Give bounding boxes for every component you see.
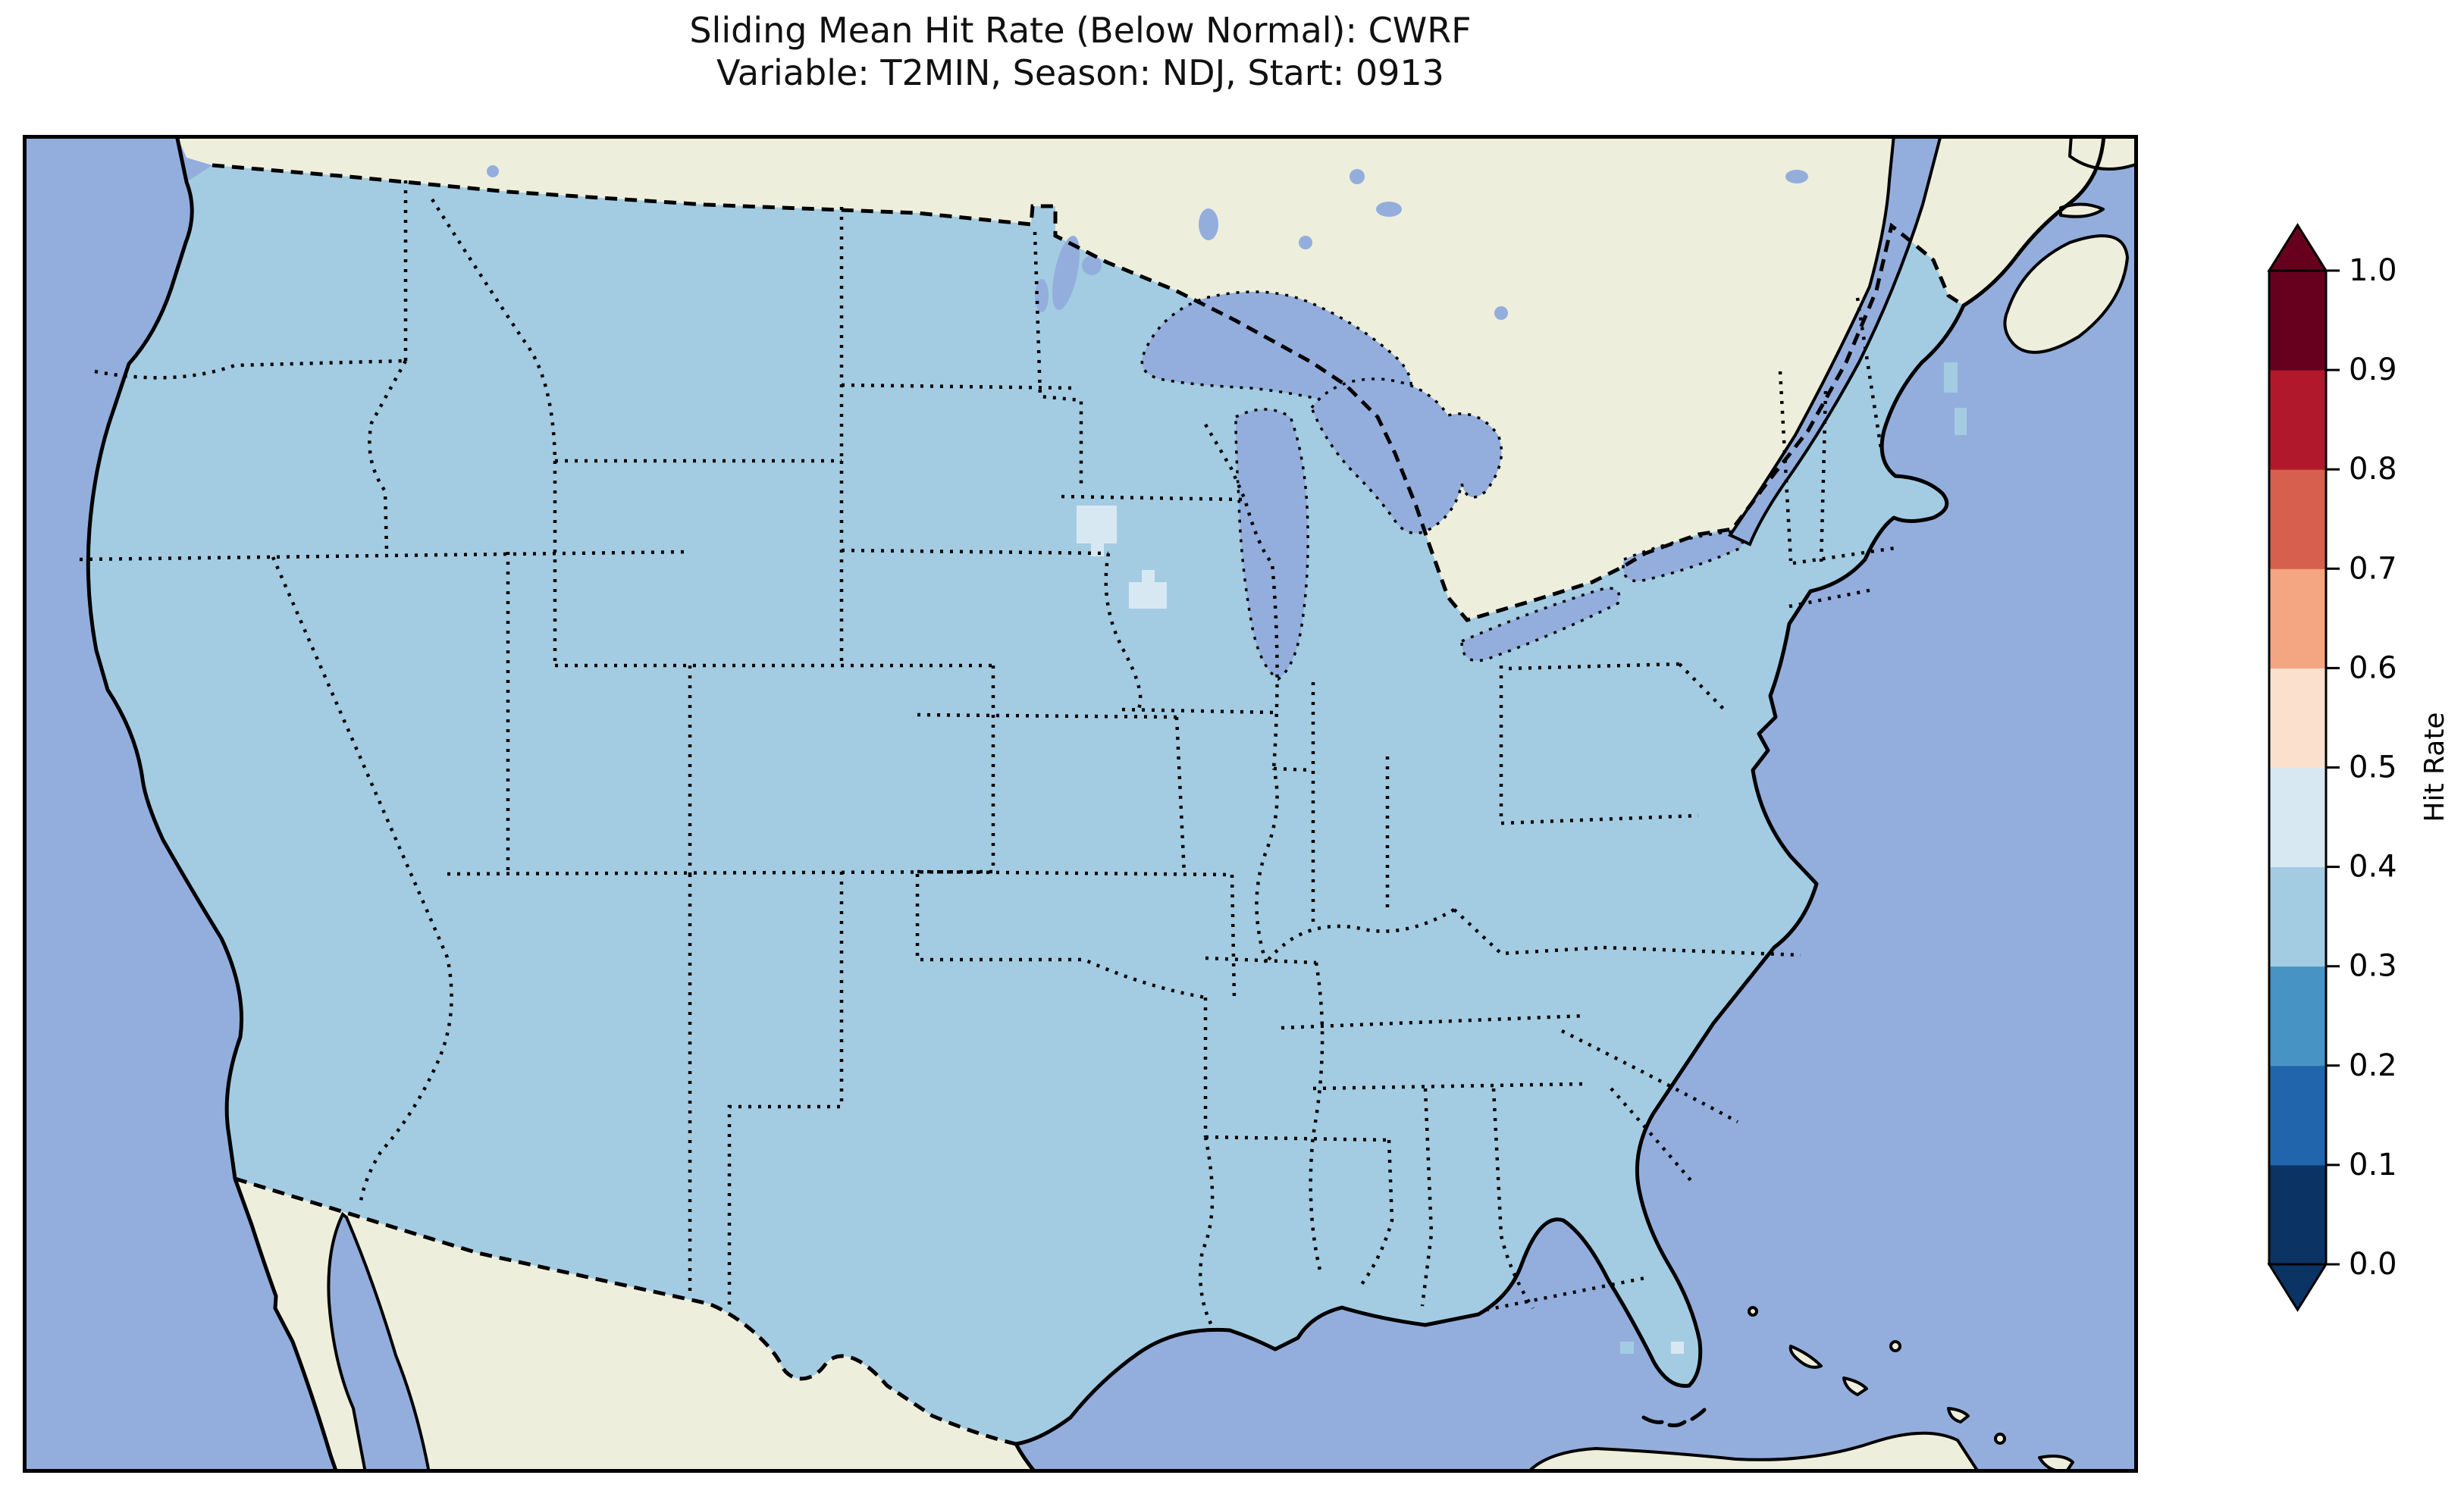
- colorbar-bin-0.8-0.9: [2269, 370, 2326, 470]
- figure-title: Sliding Mean Hit Rate (Below Normal): CW…: [23, 9, 2138, 94]
- ontario-lake-1: [1299, 236, 1312, 249]
- colorbar-bin-0.1-0.2: [2269, 1065, 2326, 1166]
- colorbar-bin-0-0.1: [2269, 1164, 2326, 1265]
- colorbar-tick-label: 0.5: [2349, 750, 2397, 785]
- title-line-2: Variable: T2MIN, Season: NDJ, Start: 091…: [716, 52, 1444, 93]
- colorbar-bin-0.5-0.6: [2269, 668, 2326, 768]
- lake-winnipeg: [1052, 235, 1080, 311]
- cell-minnesota: [1077, 506, 1117, 543]
- lake-erie: [1460, 587, 1621, 662]
- colorbar-tick-label: 0.7: [2349, 551, 2397, 586]
- bahama-islet-6: [1994, 1433, 2006, 1445]
- offshore-cell-maine-1: [1944, 362, 1958, 393]
- prince-edward-island: [2059, 202, 2105, 218]
- offshore-cell-1: [1620, 1342, 1634, 1354]
- canada-atlantic-coastline: [1961, 135, 2106, 308]
- colorbar-tick-label: 0.0: [2349, 1247, 2397, 1282]
- hit-rate-cells-04-05: [1077, 506, 1167, 609]
- us-canada-border: [212, 163, 1965, 622]
- colorbar-tick-label: 0.6: [2349, 650, 2397, 685]
- colorbar-extend-arrow-top: [2267, 223, 2328, 272]
- lake-michigan: [1234, 408, 1309, 681]
- us-region: [88, 165, 1964, 1444]
- bahamas-islands: [1748, 1306, 2074, 1473]
- colorbar-segments: [2267, 223, 2328, 1312]
- cell-iowa-body: [1129, 582, 1167, 609]
- colorbar-bin-0.3-0.4: [2269, 866, 2326, 967]
- st-lawrence-river: [1728, 135, 1943, 547]
- offshore-cell-3: [1671, 1342, 1684, 1354]
- colorbar-tick-label: 0.8: [2349, 452, 2397, 487]
- quebec-lake-2: [1376, 202, 1402, 217]
- title-line-1: Sliding Mean Hit Rate (Below Normal): CW…: [689, 10, 1472, 51]
- colorbar-axis-label: Hit Rate: [2419, 712, 2450, 822]
- colorbar-bin-0.6-0.7: [2269, 568, 2326, 669]
- colorbar-extend-arrow-bottom: [2267, 1263, 2328, 1312]
- colorbar-ticks: 0.0 0.1 0.2 0.3 0.4 0.5 0.6 0.7 0.8 0.9 1.0: [2326, 253, 2397, 1282]
- colorbar: 0.0 0.1 0.2 0.3 0.4 0.5 0.6 0.7 0.8 0.9 1.0 Hit Ra…: [2267, 223, 2450, 1312]
- colorbar-tick-label: 0.4: [2349, 850, 2397, 885]
- offshore-cell-maine-2: [1955, 408, 1967, 435]
- bahama-islet-7: [2038, 1455, 2074, 1473]
- cell-minnesota-tab: [1091, 543, 1104, 556]
- atlantic-gulf-coastline: [1014, 303, 1966, 1473]
- mexico-land: [235, 1179, 1036, 1473]
- florida-keys: [1641, 1408, 1707, 1427]
- lake-huron: [1310, 377, 1503, 535]
- lac-st-jean: [1785, 170, 1808, 183]
- lake-nipigon: [1199, 208, 1218, 240]
- map-frame: [23, 135, 2138, 1473]
- canada-lake-small: [487, 165, 499, 177]
- colorbar-bin-0.7-0.8: [2269, 469, 2326, 569]
- bahama-islet-2: [1788, 1345, 1823, 1369]
- bahama-islet-5: [1947, 1407, 1970, 1424]
- canada-small-lakes: [487, 165, 1808, 320]
- colorbar-tick-label: 0.2: [2349, 1048, 2397, 1083]
- colorbar-tick-label: 0.9: [2349, 352, 2397, 387]
- state-borders: [79, 180, 1896, 1333]
- quebec-lake-1: [1350, 169, 1365, 184]
- colorbar-tick-label: 0.1: [2349, 1148, 2397, 1182]
- lake-manitoba: [1035, 279, 1049, 312]
- canada-land: [23, 135, 2104, 620]
- bahama-islet-3: [1842, 1377, 1868, 1396]
- nova-scotia-island: [2003, 234, 2129, 354]
- bahama-islet-4: [1889, 1340, 1901, 1352]
- us-mexico-border: [234, 1176, 1017, 1446]
- bahama-islet-1: [1748, 1306, 1758, 1317]
- cuba-island: [1526, 1431, 1980, 1473]
- colorbar-bin-0.2-0.3: [2269, 966, 2326, 1066]
- us-map: [23, 135, 2138, 1473]
- lake-ontario: [1622, 530, 1745, 583]
- offshore-data-cells: [1620, 362, 1967, 1354]
- colorbar-bin-0.4-0.5: [2269, 767, 2326, 868]
- colorbar-bin-0.9-1: [2269, 271, 2326, 371]
- cell-iowa-top: [1142, 570, 1155, 583]
- colorbar-tick-label: 0.3: [2349, 949, 2397, 984]
- pacific-coastline: [86, 135, 339, 1473]
- colorbar-tick-label: 1.0: [2349, 253, 2397, 288]
- lake-of-the-woods: [1082, 255, 1102, 275]
- great-lakes: [1140, 290, 1745, 681]
- ontario-lake-2: [1494, 306, 1508, 320]
